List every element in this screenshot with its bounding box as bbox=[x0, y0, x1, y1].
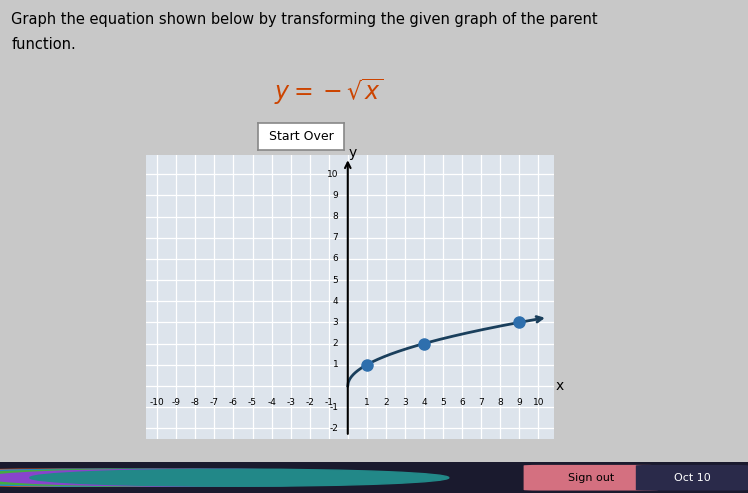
Text: function.: function. bbox=[11, 37, 76, 52]
Text: 1: 1 bbox=[333, 360, 338, 369]
Circle shape bbox=[0, 469, 269, 486]
Text: -7: -7 bbox=[210, 397, 219, 407]
Text: Oct 10: Oct 10 bbox=[673, 473, 711, 483]
Text: -6: -6 bbox=[229, 397, 238, 407]
Text: 10: 10 bbox=[327, 170, 338, 179]
Text: 7: 7 bbox=[333, 233, 338, 242]
Text: -8: -8 bbox=[191, 397, 200, 407]
Text: 9: 9 bbox=[333, 191, 338, 200]
Text: 6: 6 bbox=[459, 397, 465, 407]
Text: -9: -9 bbox=[172, 397, 181, 407]
Text: 6: 6 bbox=[333, 254, 338, 263]
Text: 4: 4 bbox=[333, 297, 338, 306]
Text: 8: 8 bbox=[497, 397, 503, 407]
Text: y: y bbox=[349, 146, 357, 160]
Text: 10: 10 bbox=[533, 397, 544, 407]
Text: -2: -2 bbox=[329, 423, 338, 433]
Text: x: x bbox=[555, 379, 563, 393]
Circle shape bbox=[0, 469, 314, 486]
Text: -1: -1 bbox=[324, 397, 334, 407]
Text: 2: 2 bbox=[383, 397, 389, 407]
Text: Sign out: Sign out bbox=[568, 473, 614, 483]
Text: 3: 3 bbox=[402, 397, 408, 407]
Text: -4: -4 bbox=[267, 397, 276, 407]
Text: 7: 7 bbox=[478, 397, 484, 407]
Text: 9: 9 bbox=[516, 397, 522, 407]
Text: Start Over: Start Over bbox=[269, 130, 334, 143]
Text: -5: -5 bbox=[248, 397, 257, 407]
Text: 5: 5 bbox=[440, 397, 446, 407]
Circle shape bbox=[0, 469, 404, 486]
Text: 2: 2 bbox=[333, 339, 338, 348]
Text: -3: -3 bbox=[286, 397, 295, 407]
Circle shape bbox=[30, 469, 449, 486]
Text: -1: -1 bbox=[329, 403, 338, 412]
Text: 8: 8 bbox=[333, 212, 338, 221]
Text: 4: 4 bbox=[421, 397, 427, 407]
Circle shape bbox=[0, 469, 359, 486]
FancyBboxPatch shape bbox=[636, 465, 748, 491]
FancyBboxPatch shape bbox=[524, 465, 658, 491]
Text: Graph the equation shown below by transforming the given graph of the parent: Graph the equation shown below by transf… bbox=[11, 12, 598, 27]
Text: -10: -10 bbox=[150, 397, 165, 407]
Text: -2: -2 bbox=[305, 397, 314, 407]
Text: 3: 3 bbox=[333, 318, 338, 327]
Text: 5: 5 bbox=[333, 276, 338, 284]
Text: $y = -\sqrt{x}$: $y = -\sqrt{x}$ bbox=[275, 76, 384, 107]
Text: 1: 1 bbox=[364, 397, 370, 407]
